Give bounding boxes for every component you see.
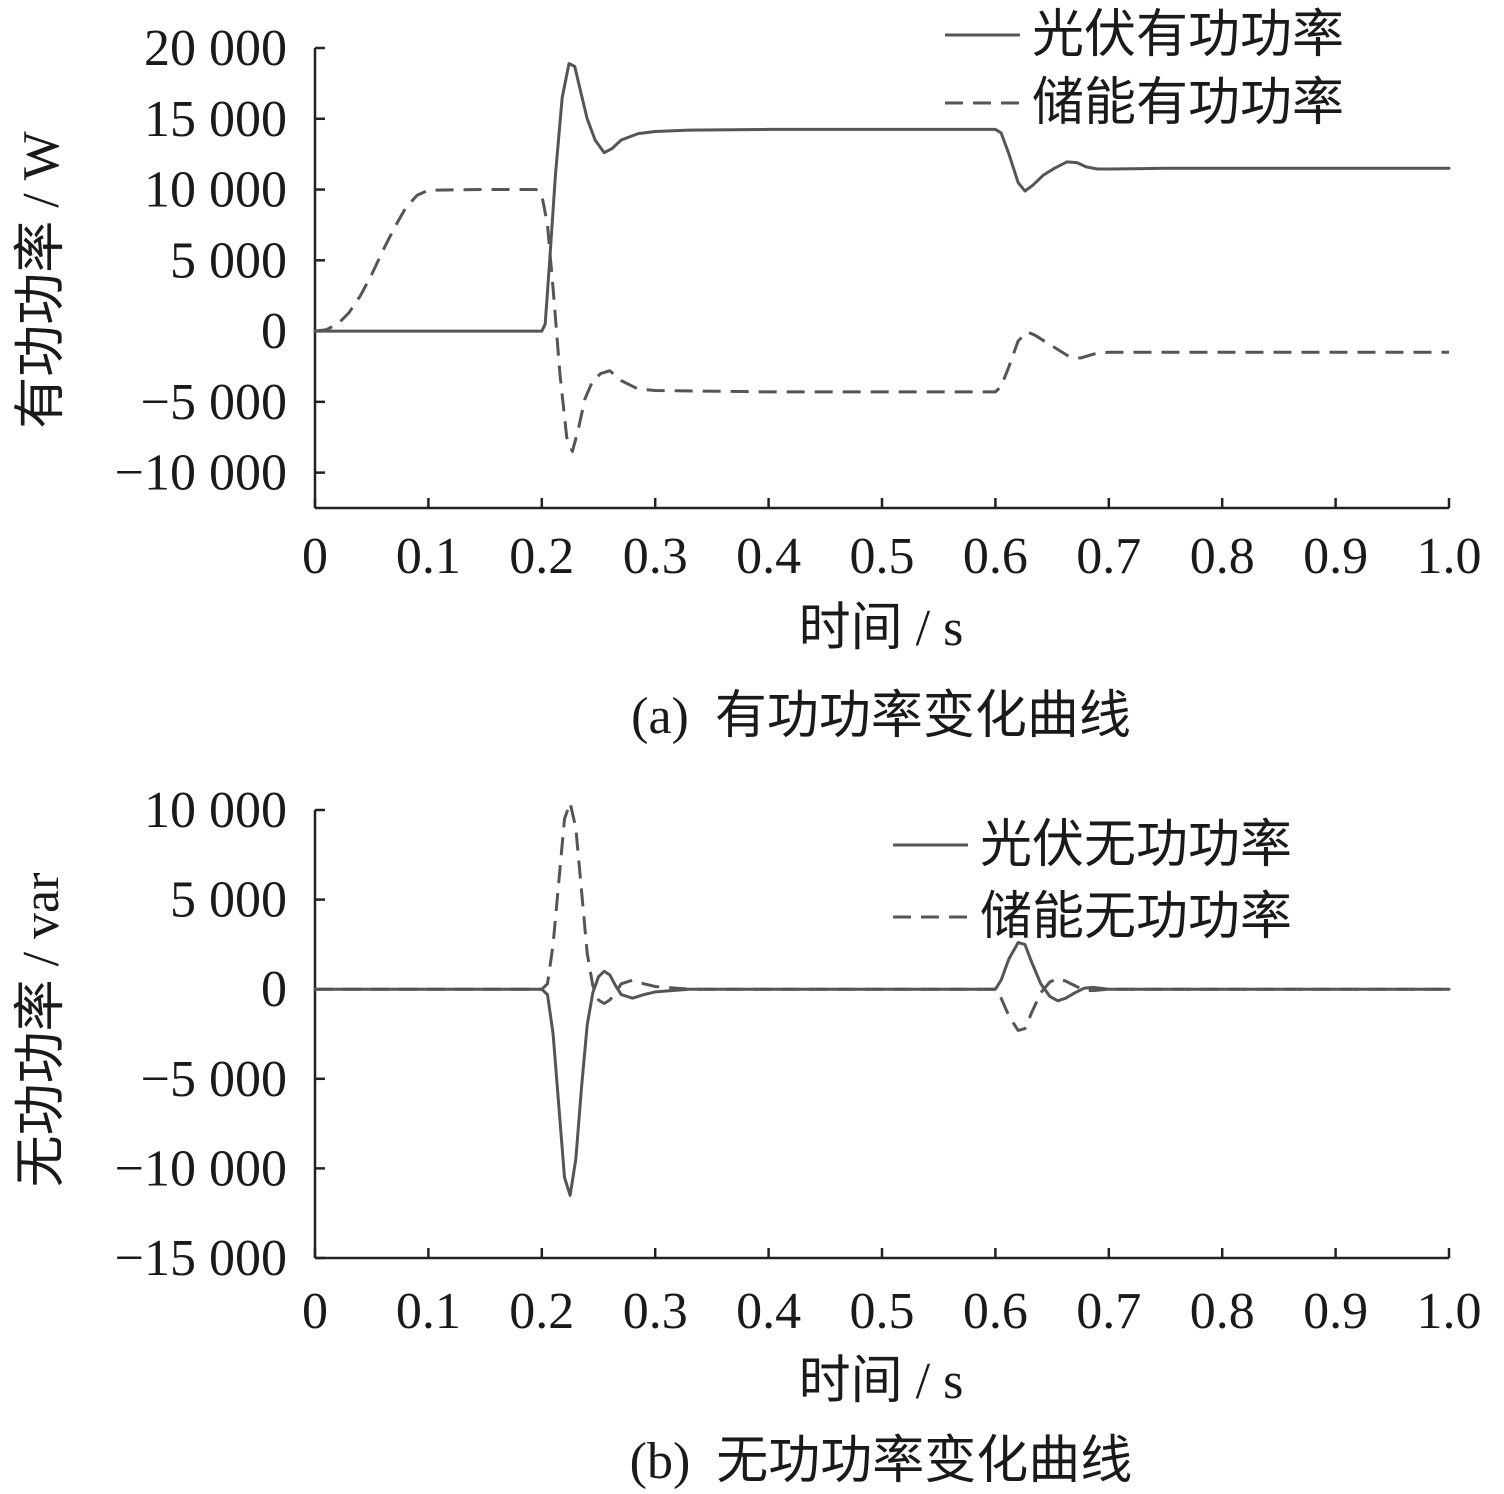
y-tick-label: 0 [261,303,287,360]
x-tick-label: 0.4 [736,528,801,585]
series-line-pv [313,62,1451,333]
y-tick-label: −5 000 [141,1051,287,1108]
panel-b-y-axis-label: 无功功率 / var [13,873,70,1188]
x-tick-label: 0.7 [1076,528,1141,585]
x-tick-label: 0.9 [1303,528,1368,585]
y-tick-label: 0 [261,961,287,1018]
x-tick-label: 0.8 [1190,528,1255,585]
x-tick-label: 0.6 [963,528,1028,585]
x-tick-label: 0 [302,1283,328,1340]
panel-b-reactive-power: 0 0.1 0.2 0.3 0.4 0.5 0.6 0.7 0.8 0.9 1.0 10 000 5 … [13,782,1482,1490]
panel-a-y-axis-label: 有功功率 / W [13,131,70,429]
panel-a-active-power: 0 0.1 0.2 0.3 0.4 0.5 0.6 0.7 0.8 0.9 1.0 20 000 15… [13,7,1482,745]
y-tick-label: 5 000 [170,232,287,289]
x-tick-label: 0.2 [509,528,574,585]
y-tick-label: 20 000 [144,20,287,77]
x-tick-label: 0.8 [1190,1283,1255,1340]
x-tick-label: 0.9 [1303,1283,1368,1340]
y-tick-label: 10 000 [144,162,287,219]
y-tick-label: 15 000 [144,91,287,148]
panel-a-caption: (a) 有功功率变化曲线 [631,688,1131,745]
x-tick-label: 0.5 [850,1283,915,1340]
panel-b-legend: 光伏无功功率 储能无功功率 [893,817,1292,946]
x-tick-label: 1.0 [1417,528,1482,585]
series-line-storage [314,188,1449,453]
x-tick-label: 0.6 [963,1283,1028,1340]
panel-b-caption: (b) 无功功率变化曲线 [630,1433,1133,1490]
y-tick-label: −5 000 [141,374,287,431]
legend-label-pv-reactive: 光伏无功功率 [980,817,1292,874]
panel-b-x-tick-labels: 0 0.1 0.2 0.3 0.4 0.5 0.6 0.7 0.8 0.9 1.0 [302,1283,1482,1340]
y-tick-label: −10 000 [115,1140,287,1197]
y-tick-label: −10 000 [115,445,287,502]
x-tick-label: 0.3 [623,528,688,585]
panel-b-axes [313,808,1451,1260]
y-tick-label: −15 000 [115,1230,287,1287]
panel-a-axes [313,46,1451,510]
panel-b-y-tick-labels: 10 000 5 000 0 −5 000 −10 000 −15 000 [115,782,287,1287]
x-tick-label: 0.1 [396,1283,461,1340]
panel-a-legend: 光伏有功功率 储能有功功率 [945,7,1344,132]
y-tick-label: 5 000 [170,872,287,929]
legend-label-storage-active: 储能有功功率 [1032,75,1344,132]
x-tick-label: 0.2 [509,1283,574,1340]
series-line-pv [313,941,1451,1197]
legend-label-storage-reactive: 储能无功功率 [980,889,1292,946]
x-tick-label: 1.0 [1417,1283,1482,1340]
panel-a-y-tick-labels: 20 000 15 000 10 000 5 000 0 −5 000 −10 000 [115,20,287,502]
panel-a-series [313,62,1451,453]
x-tick-label: 0.1 [396,528,461,585]
panel-b-x-axis-label: 时间 / s [799,1353,964,1410]
x-tick-label: 0.7 [1076,1283,1141,1340]
x-tick-label: 0.5 [850,528,915,585]
legend-label-pv-active: 光伏有功功率 [1032,7,1344,64]
panel-b-series [313,801,1451,1197]
x-tick-label: 0 [302,528,328,585]
panel-a-x-tick-labels: 0 0.1 0.2 0.3 0.4 0.5 0.6 0.7 0.8 0.9 1.0 [302,528,1482,585]
x-tick-label: 0.4 [736,1283,801,1340]
panel-a-x-axis-label: 时间 / s [799,600,964,657]
series-line-storage [315,801,1449,1032]
x-tick-label: 0.3 [623,1283,688,1340]
y-tick-label: 10 000 [144,782,287,839]
